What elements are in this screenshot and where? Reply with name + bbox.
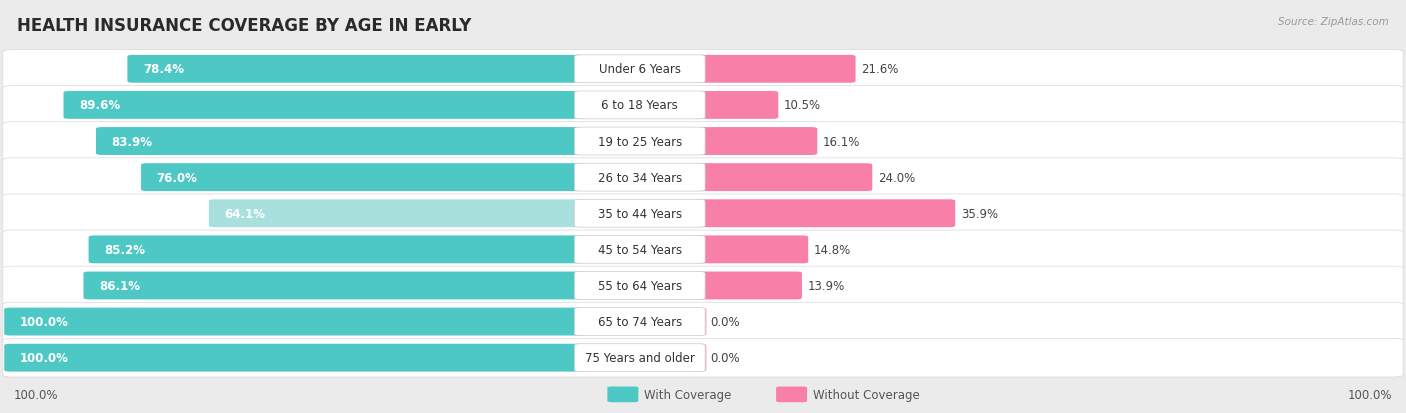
Text: 10.5%: 10.5%	[785, 99, 821, 112]
FancyBboxPatch shape	[575, 308, 706, 336]
FancyBboxPatch shape	[695, 308, 706, 336]
Text: 83.9%: 83.9%	[111, 135, 152, 148]
FancyBboxPatch shape	[3, 122, 1403, 161]
Text: 75 Years and older: 75 Years and older	[585, 351, 695, 364]
FancyBboxPatch shape	[575, 272, 706, 300]
Text: 86.1%: 86.1%	[98, 279, 141, 292]
FancyBboxPatch shape	[3, 339, 1403, 377]
Text: 0.0%: 0.0%	[710, 315, 741, 328]
Text: 65 to 74 Years: 65 to 74 Years	[598, 315, 682, 328]
Text: 24.0%: 24.0%	[877, 171, 915, 184]
Text: 100.0%: 100.0%	[1347, 388, 1392, 401]
FancyBboxPatch shape	[575, 236, 706, 263]
Text: 89.6%: 89.6%	[79, 99, 120, 112]
FancyBboxPatch shape	[575, 128, 706, 156]
FancyBboxPatch shape	[695, 236, 808, 263]
Text: Source: ZipAtlas.com: Source: ZipAtlas.com	[1278, 17, 1389, 26]
Text: 76.0%: 76.0%	[156, 171, 197, 184]
FancyBboxPatch shape	[695, 164, 872, 192]
FancyBboxPatch shape	[128, 56, 586, 83]
FancyBboxPatch shape	[3, 266, 1403, 305]
FancyBboxPatch shape	[3, 159, 1403, 197]
FancyBboxPatch shape	[575, 56, 706, 83]
FancyBboxPatch shape	[695, 128, 817, 156]
Text: 100.0%: 100.0%	[20, 315, 69, 328]
Text: 21.6%: 21.6%	[862, 63, 898, 76]
FancyBboxPatch shape	[575, 164, 706, 192]
FancyBboxPatch shape	[4, 344, 586, 372]
Text: 13.9%: 13.9%	[807, 279, 845, 292]
FancyBboxPatch shape	[209, 200, 586, 228]
FancyBboxPatch shape	[89, 236, 586, 263]
Text: Under 6 Years: Under 6 Years	[599, 63, 681, 76]
Text: 0.0%: 0.0%	[710, 351, 741, 364]
FancyBboxPatch shape	[575, 92, 706, 119]
FancyBboxPatch shape	[63, 92, 586, 119]
FancyBboxPatch shape	[695, 56, 856, 83]
Text: 100.0%: 100.0%	[20, 351, 69, 364]
Text: 26 to 34 Years: 26 to 34 Years	[598, 171, 682, 184]
Text: 16.1%: 16.1%	[823, 135, 860, 148]
FancyBboxPatch shape	[3, 195, 1403, 233]
FancyBboxPatch shape	[575, 200, 706, 228]
Text: 6 to 18 Years: 6 to 18 Years	[602, 99, 678, 112]
FancyBboxPatch shape	[83, 272, 586, 300]
FancyBboxPatch shape	[3, 86, 1403, 125]
FancyBboxPatch shape	[3, 230, 1403, 269]
FancyBboxPatch shape	[776, 387, 807, 402]
Text: 78.4%: 78.4%	[143, 63, 184, 76]
Text: 64.1%: 64.1%	[225, 207, 266, 220]
Text: HEALTH INSURANCE COVERAGE BY AGE IN EARLY: HEALTH INSURANCE COVERAGE BY AGE IN EARL…	[17, 17, 471, 34]
Text: 100.0%: 100.0%	[14, 388, 59, 401]
FancyBboxPatch shape	[695, 344, 706, 372]
FancyBboxPatch shape	[695, 272, 801, 300]
Text: 14.8%: 14.8%	[814, 243, 851, 256]
FancyBboxPatch shape	[575, 344, 706, 372]
Text: Without Coverage: Without Coverage	[813, 388, 920, 401]
Text: 35 to 44 Years: 35 to 44 Years	[598, 207, 682, 220]
Text: 19 to 25 Years: 19 to 25 Years	[598, 135, 682, 148]
FancyBboxPatch shape	[96, 128, 586, 156]
FancyBboxPatch shape	[607, 387, 638, 402]
Text: 35.9%: 35.9%	[960, 207, 998, 220]
Text: 55 to 64 Years: 55 to 64 Years	[598, 279, 682, 292]
FancyBboxPatch shape	[141, 164, 586, 192]
FancyBboxPatch shape	[695, 200, 955, 228]
FancyBboxPatch shape	[695, 92, 779, 119]
FancyBboxPatch shape	[3, 50, 1403, 89]
Text: 45 to 54 Years: 45 to 54 Years	[598, 243, 682, 256]
FancyBboxPatch shape	[3, 303, 1403, 341]
FancyBboxPatch shape	[4, 308, 586, 336]
Text: With Coverage: With Coverage	[644, 388, 731, 401]
Text: 85.2%: 85.2%	[104, 243, 145, 256]
